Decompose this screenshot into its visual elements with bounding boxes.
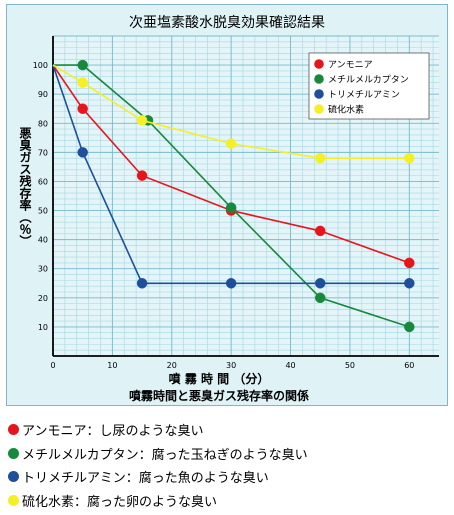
chart-subtitle: 噴霧時間と悪臭ガス残存率の関係 [129,388,309,403]
odor-notes: アンモニア：し尿のような臭い メチルメルカプタン：腐った玉ねぎのような臭い トリ… [8,418,448,512]
data-point [314,152,326,164]
x-axis-label: 噴 霧 時 間 （分） [169,371,270,386]
note-text: アンモニア：し尿のような臭い [22,424,204,440]
note-item: 硫化水素：腐った卵のような臭い [8,489,448,513]
legend-marker [314,104,324,114]
legend-marker [314,74,324,84]
y-tick-label: 10 [38,323,48,332]
series-line [52,64,410,159]
chart-svg: 10 20 30 40 50 60 70 80 90 100 0 10 20 30 40 50 60 次亜塩素酸水… [18,15,439,403]
series-line [52,64,410,285]
note-dot-icon [8,471,19,483]
data-point [136,278,148,289]
y-tick-label: 60 [38,177,48,186]
data-point [225,278,237,289]
legend-marker [314,59,324,69]
data-point [314,225,326,237]
note-text: メチルメルカプタン：腐った玉ねぎのような臭い [22,447,308,463]
chart-title: 次亜塩素酸水脱臭効果確認結果 [129,15,325,31]
x-tick-label: 0 [50,361,55,370]
data-point [225,138,237,149]
x-tick-label: 40 [285,361,295,370]
data-point [404,278,415,289]
data-point [77,147,88,158]
data-point [136,115,148,126]
y-tick-label: 80 [38,119,48,128]
data-point [314,278,326,289]
y-tick-label: 30 [38,265,48,274]
y-tick-label: 100 [33,61,48,70]
x-tick-label: 50 [345,361,355,370]
data-point [77,77,88,88]
y-tick-label: 40 [38,236,48,245]
note-text: 硫化水素：腐った卵のような臭い [22,494,218,510]
note-item: アンモニア：し尿のような臭い [8,418,448,442]
data-point [225,202,237,213]
x-tick-label: 20 [167,361,177,370]
legend-label: 硫化水素 [328,104,364,116]
data-point [404,257,415,269]
data-point [136,170,148,181]
note-item: メチルメルカプタン：腐った玉ねぎのような臭い [8,442,448,466]
data-point [404,321,415,333]
legend-label: トリメチルアミン [328,90,400,101]
note-item: トリメチルアミン：腐った魚のような臭い [8,465,448,489]
y-tick-label: 70 [38,148,48,157]
legend-box [308,52,430,120]
y-axis-label: 悪臭ガス残存率（％） [18,127,32,247]
data-point [77,103,88,114]
x-tick-label: 30 [226,361,236,370]
chart-frame: 10 20 30 40 50 60 70 80 90 100 0 10 20 30 40 50 60 次亜塩素酸水… [6,4,448,406]
note-dot-icon [8,494,19,506]
data-point [404,152,415,164]
data-point [77,59,88,71]
x-tick-label: 10 [107,361,117,370]
series-line [52,64,410,264]
legend-label: メチルメルカプタン [328,75,409,86]
legend-marker [314,89,324,99]
note-dot-icon [8,447,19,459]
x-tick-label: 60 [404,361,414,370]
y-tick-label: 90 [38,90,48,99]
note-dot-icon [8,424,19,436]
y-tick-label: 50 [38,207,48,216]
data-point [314,292,326,304]
y-tick-label: 20 [38,294,48,303]
legend-label: アンモニア [328,61,373,71]
note-text: トリメチルアミン：腐った魚のような臭い [22,471,269,487]
